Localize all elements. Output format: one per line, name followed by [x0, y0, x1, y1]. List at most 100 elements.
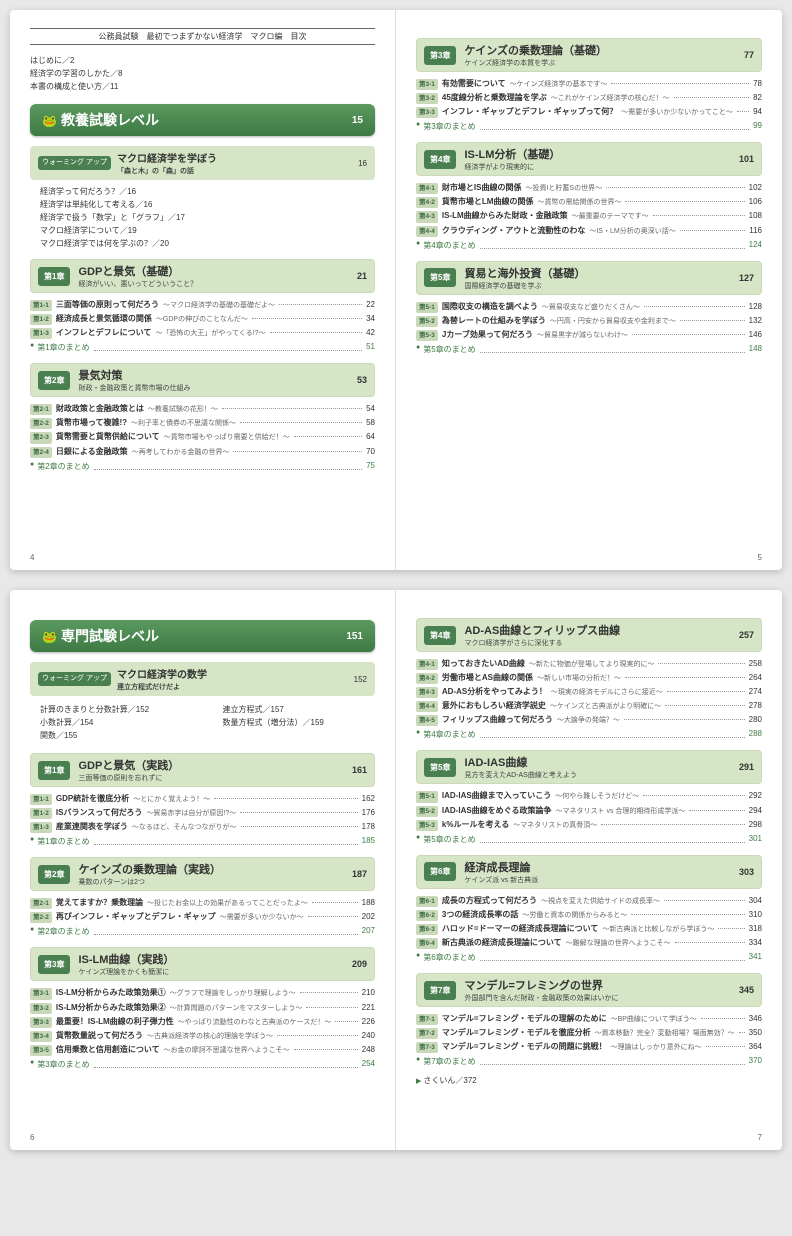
- dots: [644, 306, 745, 307]
- dots: [312, 902, 358, 903]
- toc-item: 第4-3AD-AS分析をやってみよう！～現実の経済モデルにさらに接近～274: [416, 686, 762, 698]
- item-page: 132: [749, 315, 762, 326]
- item-page: 278: [749, 700, 762, 711]
- toc-item: 第3-1IS-LM分析からみた政策効果①～グラフで理論をしっかり理解しよう～21…: [30, 987, 375, 999]
- dots: [222, 408, 362, 409]
- item-tag: 第3-3: [416, 107, 438, 118]
- toc-item: 第4-5フィリップス曲線って何だろう～大論争の発端？～280: [416, 714, 762, 726]
- dots: [277, 1035, 358, 1036]
- item-page: 176: [362, 807, 375, 818]
- toc-item: 第4-3IS-LM曲線からみた財政・金融政策～最重要のテーマです～108: [416, 210, 762, 222]
- p7ch6-items: 第6-1成長の方程式って何だろう～視点を変えた供給サイドの成長率～304第6-2…: [416, 895, 762, 949]
- toc-item: 第3-3インフレ・ギャップとデフレ・ギャップって何？～需要が多いか少ないかってこ…: [416, 106, 762, 118]
- item-sub: ～最重要のテーマです～: [572, 212, 649, 222]
- warmup-tag: ウォーミング アップ: [38, 672, 111, 686]
- chapter-tag: 第6章: [424, 862, 456, 881]
- item-page: 178: [362, 821, 375, 832]
- p7ch5-items: 第5-1IAD-IAS曲線まで入っていこう～何やら難しそうだけど～292第5-2…: [416, 790, 762, 830]
- chapter-tag: 第5章: [424, 758, 456, 777]
- chapter-tag: 第7章: [424, 981, 456, 1000]
- intro-block: はじめに／2 経済学の学習のしかた／8 本書の構成と使い方／11: [30, 55, 375, 92]
- dots: [624, 719, 745, 720]
- item-title: 最重要！IS-LM曲線の利子弾力性: [56, 1016, 174, 1027]
- page-6: 🐸専門試験レベル 151 ウォーミング アップ マクロ経済学の数学連立方程式だけ…: [10, 590, 396, 1150]
- chapter-tag: 第1章: [38, 761, 70, 780]
- item-page: 294: [749, 805, 762, 816]
- warmup-title: マクロ経済学を学ぼう「森と木」の「森」の話: [117, 150, 358, 176]
- warmup-box-2: ウォーミング アップ マクロ経済学の数学連立方程式だけだよ 152: [30, 662, 375, 696]
- dots: [300, 992, 358, 993]
- item-title: 覚えてますか？乗数理論: [56, 897, 143, 908]
- item-sub: ～ケインズと古典派がより明確に～: [550, 702, 661, 712]
- dots: [706, 1046, 745, 1047]
- item-title: ハロッド=ドーマーの経済成長理論について: [442, 923, 598, 934]
- dots: [233, 451, 362, 452]
- item-sub: ～貿易赤字は自分が原因!?～: [146, 809, 236, 819]
- ch3-summary: 第3章のまとめ99: [416, 121, 762, 132]
- toc-item: 第5-2IAD-IAS曲線をめぐる政策論争～マネタリスト vs 合理的期待形成学…: [416, 805, 762, 817]
- item-sub: ～教養試験の花形！～: [148, 405, 218, 415]
- item-tag: 第1-2: [30, 314, 52, 325]
- chapter-3: 第3章 ケインズの乗数理論（基礎）ケインズ経済学の本質を学ぶ 77: [416, 38, 762, 72]
- toc-item: 第1-1GDP統計を徹底分析～とにかく覚えよう！～162: [30, 793, 375, 805]
- dots: [270, 332, 363, 333]
- level-banner-2: 🐸専門試験レベル 151: [30, 620, 375, 652]
- p7-chapter-5: 第5章 IAD-IAS曲線見方を変えたAD-AS曲線と考えよう 291: [416, 750, 762, 784]
- item-title: 有効需要について: [442, 78, 506, 89]
- ch4-summary: 第4章のまとめ124: [416, 240, 762, 251]
- item-sub: ～大論争の発端？～: [557, 716, 620, 726]
- chapter-title: IAD-IAS曲線見方を変えたAD-AS曲線と考えよう: [464, 754, 739, 780]
- item-sub: ～とにかく覚えよう！～: [133, 795, 210, 805]
- item-sub: ～これがケインズ経済学の核心だ！～: [551, 94, 670, 104]
- dots: [240, 422, 362, 423]
- item-title: フィリップス曲線って何だろう: [442, 714, 553, 725]
- page-number: 7: [758, 1133, 762, 1142]
- chapter-page: 345: [739, 985, 754, 995]
- chapter-4: 第4章 IS-LM分析（基礎）経済学がより現実的に 101: [416, 142, 762, 176]
- dots: [737, 111, 749, 112]
- intro-line: はじめに／2: [30, 55, 375, 66]
- item-title: ISバランスって何だろう: [56, 807, 143, 818]
- spread-2: 🐸専門試験レベル 151 ウォーミング アップ マクロ経済学の数学連立方程式だけ…: [10, 590, 782, 1150]
- dots: [701, 1018, 745, 1019]
- chapter-page: 101: [739, 154, 754, 164]
- p7ch6-summary: 第6章のまとめ341: [416, 952, 762, 963]
- dots: [718, 928, 744, 929]
- item-tag: 第1-1: [30, 794, 52, 805]
- item-sub: ～再考してわかる金融の世界～: [132, 448, 230, 458]
- item-title: AD-AS分析をやってみよう！: [442, 686, 547, 697]
- chapter-title: IS-LM分析（基礎）経済学がより現実的に: [464, 146, 739, 172]
- item-page: 146: [749, 329, 762, 340]
- p6ch3-summary: 第3章のまとめ254: [30, 1059, 375, 1070]
- chapter-page: 21: [357, 271, 367, 281]
- toc-item: 第1-3産業連関表を学ぼう～なるほど、そんなつながりが～178: [30, 821, 375, 833]
- item-sub: ～理論はしっかり意外にね～: [611, 1043, 702, 1053]
- item-tag: 第3-2: [416, 93, 438, 104]
- item-tag: 第3-4: [30, 1031, 52, 1042]
- dots: [294, 436, 362, 437]
- item-sub: ～「恐怖の大王」がやってくる!?～: [155, 329, 265, 339]
- item-page: 292: [749, 790, 762, 801]
- p6ch2-summary: 第2章のまとめ207: [30, 926, 375, 937]
- item-page: 318: [749, 923, 762, 934]
- item-title: 財市場とIS曲線の関係: [442, 182, 522, 193]
- item-page: 128: [749, 301, 762, 312]
- item-title: 産業連関表を学ぼう: [56, 821, 128, 832]
- item-page: 226: [362, 1016, 375, 1027]
- dots: [625, 677, 745, 678]
- chapter-title: GDPと景気（実践）三面等価の原則を忘れずに: [78, 757, 352, 783]
- item-title: 信用乗数と信用創造について: [56, 1044, 160, 1055]
- header: 公務員試験 最初でつまずかない経済学 マクロ編 目次: [30, 28, 375, 45]
- toc-item: 第4-4意外におもしろい経済学説史～ケインズと古典派がより明確に～278: [416, 700, 762, 712]
- chapter-tag: 第5章: [424, 268, 456, 287]
- item-tag: 第4-4: [416, 701, 438, 712]
- item-tag: 第6-1: [416, 896, 438, 907]
- item-tag: 第2-3: [30, 432, 52, 443]
- p7ch4-items: 第4-1知っておきたいAD曲線～新たに物価が登場してより現実的に～258第4-2…: [416, 658, 762, 726]
- item-title: 日銀による金融政策: [56, 446, 128, 457]
- toc-item: 第3-3最重要！IS-LM曲線の利子弾力性～やっぱり流動性のわなと古典派のケース…: [30, 1016, 375, 1028]
- ch5-summary: 第5章のまとめ148: [416, 344, 762, 355]
- toc-item: 第6-23つの経済成長率の話～労働と資本の関係からみると～310: [416, 909, 762, 921]
- toc-item: 第3-2IS-LM分析からみた政策効果②～計算問題のパターンをマスターしよう～2…: [30, 1002, 375, 1014]
- item-sub: ～グラフで理論をしっかり理解しよう～: [170, 989, 296, 999]
